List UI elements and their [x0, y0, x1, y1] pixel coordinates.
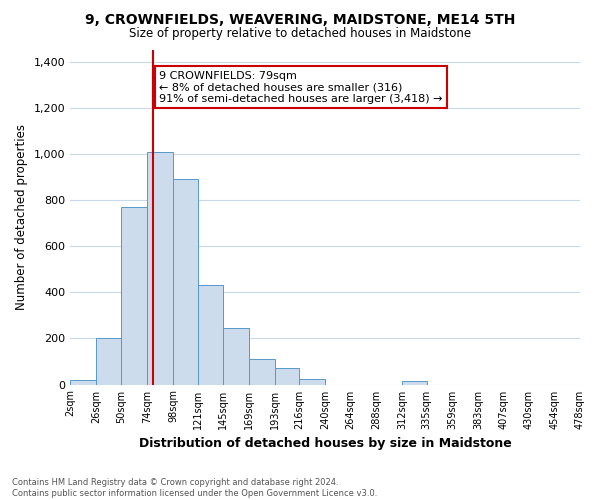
Text: 9, CROWNFIELDS, WEAVERING, MAIDSTONE, ME14 5TH: 9, CROWNFIELDS, WEAVERING, MAIDSTONE, ME…: [85, 12, 515, 26]
Bar: [275, 368, 299, 384]
Bar: [173, 179, 197, 384]
Bar: [70, 380, 96, 384]
Bar: [299, 379, 325, 384]
Text: Size of property relative to detached houses in Maidstone: Size of property relative to detached ho…: [129, 28, 471, 40]
Bar: [96, 338, 121, 384]
Y-axis label: Number of detached properties: Number of detached properties: [15, 124, 28, 310]
Bar: [121, 207, 147, 384]
Text: Contains HM Land Registry data © Crown copyright and database right 2024.
Contai: Contains HM Land Registry data © Crown c…: [12, 478, 377, 498]
Bar: [223, 328, 249, 384]
Bar: [197, 286, 223, 384]
X-axis label: Distribution of detached houses by size in Maidstone: Distribution of detached houses by size …: [139, 437, 511, 450]
Bar: [147, 152, 173, 384]
Bar: [249, 359, 275, 384]
Bar: [402, 381, 427, 384]
Text: 9 CROWNFIELDS: 79sqm
← 8% of detached houses are smaller (316)
91% of semi-detac: 9 CROWNFIELDS: 79sqm ← 8% of detached ho…: [159, 71, 442, 104]
